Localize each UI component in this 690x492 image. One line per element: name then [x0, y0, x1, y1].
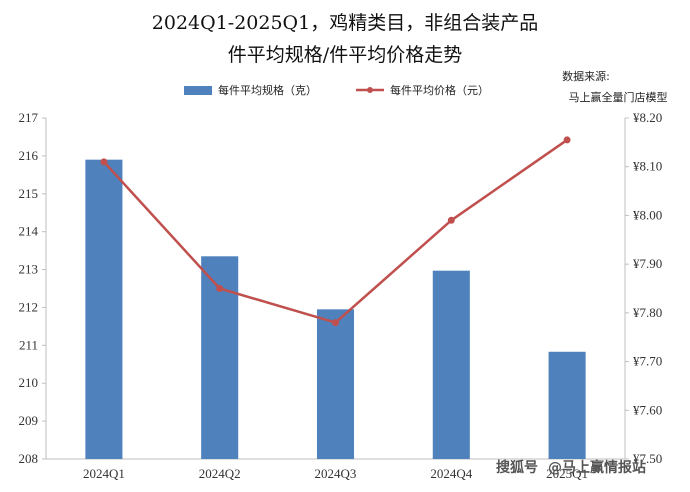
legend-label-line: 每件平均价格（元） — [390, 83, 489, 97]
left-tick-label: 209 — [19, 413, 39, 428]
left-tick-label: 211 — [19, 337, 38, 352]
price-point — [332, 319, 339, 327]
left-tick-label: 212 — [19, 299, 39, 314]
x-tick-label: 2024Q3 — [315, 466, 357, 481]
bar — [85, 159, 123, 459]
right-tick-label: ¥7.80 — [633, 305, 662, 320]
left-tick-label: 214 — [19, 224, 39, 239]
left-tick-label: 213 — [19, 262, 39, 277]
x-tick-label: 2024Q2 — [199, 466, 241, 481]
right-tick-label: ¥7.60 — [633, 402, 662, 417]
right-tick-label: ¥8.20 — [633, 110, 662, 125]
left-tick-label: 217 — [19, 110, 39, 125]
legend-swatch-marker — [367, 87, 373, 93]
legend: 每件平均规格（克） 每件平均价格（元） — [184, 83, 489, 97]
right-tick-label: ¥8.00 — [633, 207, 662, 222]
right-tick-label: ¥8.10 — [633, 159, 662, 174]
bar — [432, 270, 470, 459]
source-label: 数据来源: — [562, 69, 610, 83]
left-tick-label: 210 — [19, 375, 39, 390]
x-tick-label: 2024Q1 — [83, 466, 125, 481]
bar — [548, 351, 586, 459]
price-point — [447, 216, 455, 224]
price-point — [216, 285, 224, 292]
bar — [316, 309, 355, 459]
price-point — [563, 136, 571, 144]
watermark-brand: 搜狐号 — [496, 459, 538, 476]
chart-title-line-2: 件平均规格/件平均价格走势 — [228, 44, 462, 66]
legend-label-bar: 每件平均规格（克） — [218, 83, 317, 97]
price-point — [100, 158, 108, 166]
chart-title-line-1: 2024Q1-2025Q1，鸡精类目，非组合装产品 — [152, 12, 538, 34]
left-tick-label: 216 — [19, 148, 39, 163]
right-tick-label: ¥7.70 — [633, 354, 662, 369]
watermark-account: @马上赢情报站 — [548, 459, 646, 476]
left-tick-label: 215 — [19, 186, 39, 201]
legend-swatch-bar — [184, 86, 212, 95]
x-tick-label: 2024Q4 — [430, 466, 472, 481]
x-tick-label: 2025Q1 — [546, 466, 588, 481]
right-tick-label: ¥7.90 — [633, 256, 662, 271]
source-value: 马上赢全量门店模型 — [569, 90, 668, 104]
right-tick-label: ¥7.50 — [633, 451, 662, 466]
plot-area: 208 209 210 211 212 213 214 215 216 217 ¥7.50 ¥7.60… — [19, 110, 663, 481]
watermark: 搜狐号 @马上赢情报站 — [496, 459, 646, 476]
left-tick-label: 208 — [19, 451, 39, 466]
